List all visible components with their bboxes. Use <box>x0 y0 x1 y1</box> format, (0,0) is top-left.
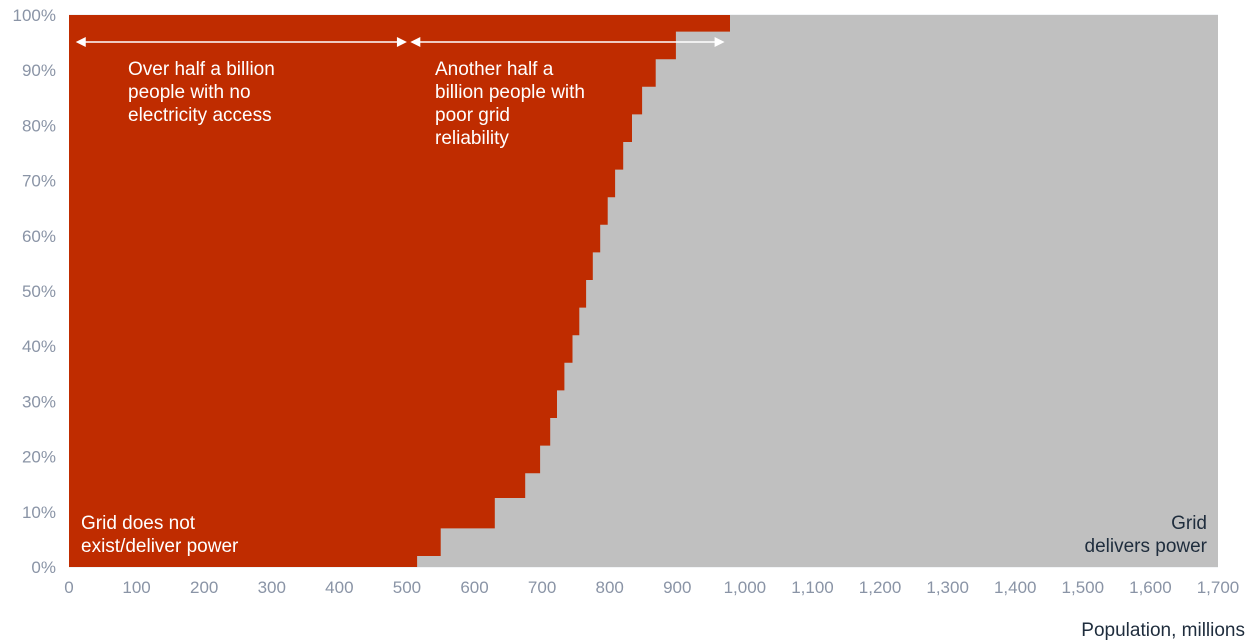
arrow-head-left <box>410 37 421 47</box>
x-tick-label: 1,300 <box>926 578 969 597</box>
arrow-head-right <box>396 37 407 47</box>
x-tick-label: 800 <box>596 578 624 597</box>
x-tick-label: 500 <box>393 578 421 597</box>
x-tick-label: 300 <box>258 578 286 597</box>
y-tick-label: 0% <box>31 558 56 577</box>
y-tick-label: 40% <box>22 337 56 356</box>
x-tick-label: 1,400 <box>994 578 1037 597</box>
range-arrows <box>75 37 725 47</box>
y-tick-label: 30% <box>22 392 56 411</box>
y-axis-ticks: 0% 10% 20% 30% 40% 50% 60% 70% 80% 90% 100% <box>13 6 56 577</box>
y-tick-label: 80% <box>22 116 56 135</box>
x-tick-label: 1,200 <box>859 578 902 597</box>
annotation-line: billion people with <box>435 82 585 103</box>
annotation-line: Another half a <box>435 59 554 80</box>
x-tick-label: 1,600 <box>1129 578 1172 597</box>
y-tick-label: 90% <box>22 61 56 80</box>
x-tick-label: 400 <box>325 578 353 597</box>
arrow-head-right <box>714 37 725 47</box>
y-tick-label: 100% <box>13 6 56 25</box>
arrow-head-left <box>75 37 86 47</box>
poor-reliability-range-arrow <box>410 37 725 47</box>
annotation-grid-delivers: Grid delivers power <box>1085 513 1208 557</box>
x-tick-label: 1,000 <box>724 578 767 597</box>
x-tick-label: 1,700 <box>1197 578 1240 597</box>
x-tick-label: 700 <box>528 578 556 597</box>
y-tick-label: 70% <box>22 172 56 191</box>
annotations: Over half a billion people with no electri… <box>81 59 1208 557</box>
x-tick-label: 100 <box>122 578 150 597</box>
annotation-line: people with no <box>128 82 251 103</box>
annotation-no-access: Over half a billion people with no electri… <box>128 59 275 126</box>
annotation-line: poor grid <box>435 105 510 126</box>
y-tick-label: 10% <box>22 503 56 522</box>
no-access-range-arrow <box>75 37 407 47</box>
annotation-line: Over half a billion <box>128 59 275 80</box>
x-tick-label: 600 <box>460 578 488 597</box>
y-tick-label: 60% <box>22 227 56 246</box>
annotation-poor-reliability: Another half a billion people with poor gr… <box>435 59 585 149</box>
y-tick-label: 20% <box>22 448 56 467</box>
annotation-line: delivers power <box>1085 536 1208 557</box>
y-tick-label: 50% <box>22 282 56 301</box>
x-axis-ticks: 0 100 200 300 400 500 600 700 800 900 1,000 1,100 1,… <box>64 578 1239 597</box>
grid-does-not-deliver-area <box>69 15 730 567</box>
annotation-line: Grid does not <box>81 513 196 534</box>
x-tick-label: 900 <box>663 578 691 597</box>
x-tick-label: 1,500 <box>1062 578 1105 597</box>
annotation-line: Grid <box>1171 513 1207 534</box>
annotation-grid-not-exist: Grid does not exist/deliver power <box>81 513 239 557</box>
annotation-line: reliability <box>435 128 509 149</box>
annotation-line: exist/deliver power <box>81 536 239 557</box>
x-tick-label: 0 <box>64 578 73 597</box>
x-axis-label: Population, millions <box>1081 620 1245 641</box>
x-tick-label: 200 <box>190 578 218 597</box>
annotation-line: electricity access <box>128 105 272 126</box>
x-tick-label: 1,100 <box>791 578 834 597</box>
